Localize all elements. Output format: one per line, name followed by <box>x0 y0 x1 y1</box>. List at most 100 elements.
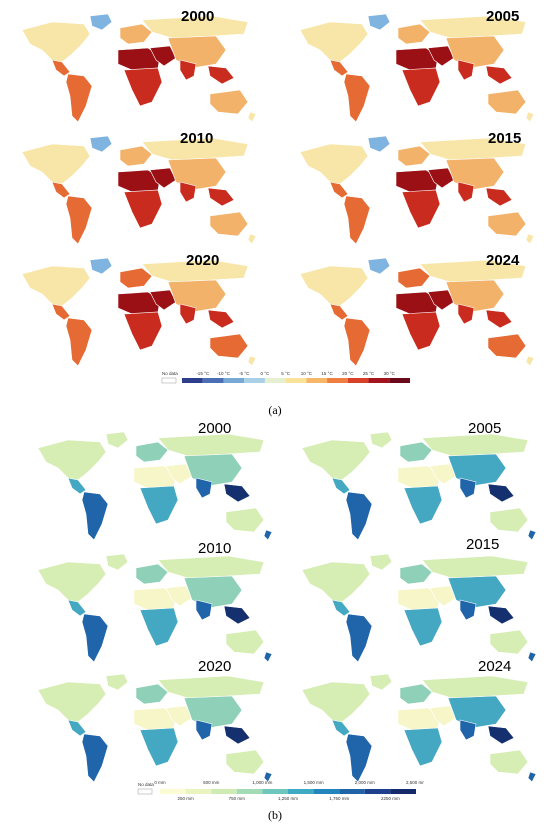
legend-swatch <box>182 378 203 383</box>
legend-tick-label: -10 °C <box>217 371 231 376</box>
legend-no-data-label: No data <box>162 371 178 376</box>
region-south-america <box>343 317 371 367</box>
legend-swatch <box>285 378 307 383</box>
region-south-asia <box>459 599 477 621</box>
year-label: 2024 <box>486 252 520 269</box>
region-new-zealand <box>263 771 273 783</box>
legend-tick-label: 1,000 mm <box>252 780 272 785</box>
region-europe <box>119 267 153 289</box>
region-australia <box>225 749 265 775</box>
region-australia <box>209 89 249 115</box>
region-south-america <box>345 613 373 663</box>
region-sub-saharan-africa <box>401 189 441 229</box>
region-sub-saharan-africa <box>401 311 441 351</box>
region-central-america <box>331 719 351 737</box>
legend-swatch <box>288 789 314 794</box>
region-new-zealand <box>247 233 257 245</box>
region-australia <box>225 507 265 533</box>
legend-swatch <box>244 378 265 383</box>
region-middle-east <box>427 45 455 67</box>
region-greenland <box>89 257 113 275</box>
temperature-map-2024 <box>290 254 540 374</box>
region-central-america <box>329 59 349 77</box>
legend-tick-label: 0 °C <box>261 371 271 376</box>
region-middle-east <box>149 289 177 311</box>
region-new-zealand <box>525 233 535 245</box>
region-new-zealand <box>247 355 257 367</box>
region-southeast-asia <box>223 725 251 745</box>
legend-swatch <box>313 789 340 794</box>
region-sub-saharan-africa <box>403 485 443 525</box>
region-south-america <box>345 491 373 541</box>
region-central-america <box>51 181 71 199</box>
region-greenland <box>367 257 391 275</box>
region-australia <box>487 333 527 359</box>
region-south-america <box>343 73 371 123</box>
region-middle-east <box>165 463 193 485</box>
legend-tick-label: 20 °C <box>342 371 354 376</box>
region-southeast-asia <box>485 187 513 207</box>
region-north-america <box>299 21 369 63</box>
region-greenland <box>367 13 391 31</box>
region-russia <box>157 433 265 457</box>
region-europe <box>119 23 153 45</box>
region-middle-east <box>427 289 455 311</box>
region-greenland <box>105 673 129 691</box>
region-europe <box>399 441 433 463</box>
region-europe <box>135 683 169 705</box>
region-north-america <box>301 439 371 481</box>
legend-no-data-label: No data <box>138 782 154 787</box>
region-greenland <box>369 431 393 449</box>
region-europe <box>397 23 431 45</box>
region-central-america <box>329 303 349 321</box>
region-russia <box>421 675 529 699</box>
legend-tick-label: 250 mm <box>177 796 194 801</box>
region-north-america <box>37 439 107 481</box>
region-europe <box>135 441 169 463</box>
precipitation-map-2010 <box>28 550 278 670</box>
region-europe <box>399 563 433 585</box>
region-russia <box>421 555 529 579</box>
region-asia <box>183 695 243 729</box>
legend-swatch <box>202 378 224 383</box>
region-middle-east <box>149 167 177 189</box>
region-new-zealand <box>527 771 537 783</box>
region-sub-saharan-africa <box>403 607 443 647</box>
legend-tick-label: 2,000 mm <box>355 780 375 785</box>
region-north-america <box>301 561 371 603</box>
region-asia <box>445 279 505 313</box>
region-sub-saharan-africa <box>403 727 443 767</box>
region-north-america <box>21 21 91 63</box>
region-south-america <box>65 195 93 245</box>
region-south-america <box>65 73 93 123</box>
region-russia <box>419 15 527 39</box>
region-central-america <box>329 181 349 199</box>
legend-swatch <box>211 789 237 794</box>
legend-swatch <box>264 378 286 383</box>
region-asia <box>445 35 505 69</box>
year-label: 2020 <box>198 658 232 675</box>
region-southeast-asia <box>487 725 515 745</box>
region-greenland <box>89 13 113 31</box>
region-middle-east <box>427 167 455 189</box>
region-south-asia <box>179 59 197 81</box>
legend-tick-label: 2,500 mm <box>406 780 424 785</box>
region-south-asia <box>195 477 213 499</box>
region-russia <box>141 259 249 283</box>
region-south-asia <box>457 181 475 203</box>
region-new-zealand <box>525 355 535 367</box>
region-australia <box>489 507 529 533</box>
region-asia <box>447 453 507 487</box>
region-south-asia <box>195 719 213 741</box>
region-australia <box>209 211 249 237</box>
legend-tick-label: -15 °C <box>196 371 210 376</box>
region-middle-east <box>429 463 457 485</box>
year-label: 2005 <box>468 420 502 437</box>
year-label: 2024 <box>478 658 512 675</box>
panel-a-caption: (a) <box>268 403 282 417</box>
precipitation-map-2015 <box>292 550 542 670</box>
region-sub-saharan-africa <box>401 67 441 107</box>
region-north-america <box>299 265 369 307</box>
region-central-america <box>331 477 351 495</box>
temperature-map-2020 <box>12 254 262 374</box>
